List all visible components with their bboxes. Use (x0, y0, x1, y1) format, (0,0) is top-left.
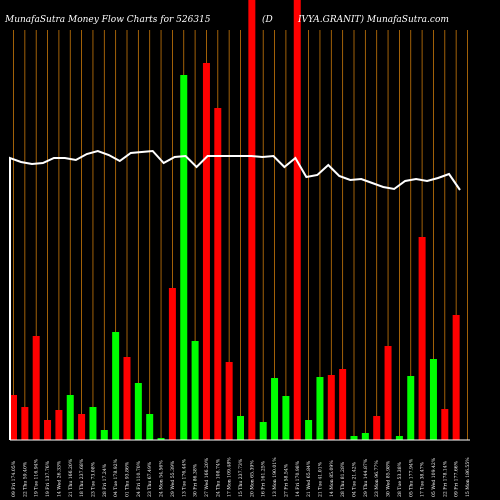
x-tick-label: 09 Fri 174.05% (11, 460, 17, 497)
money-flow-bar (452, 315, 460, 440)
money-flow-bar (248, 0, 256, 440)
x-tick-label: 21 Thu 166.20% (68, 458, 74, 497)
money-flow-bar (316, 377, 324, 440)
grid-lines (13, 30, 468, 440)
x-tick-label: 24 Thu 108.74% (215, 458, 221, 497)
x-tick-label: 22 Thu 59.40% (22, 461, 28, 497)
chart-title-right: IVYA.GRANIT) MunafaSutra.com (297, 14, 449, 25)
money-flow-bar (10, 395, 17, 440)
money-flow-bar (112, 332, 120, 440)
money-flow-bar (21, 407, 29, 440)
money-flow-bar (191, 341, 199, 440)
x-tick-label: 28 Fri 17.24% (102, 463, 108, 497)
x-tick-label: 17 Mon 109.48% (227, 457, 233, 497)
money-flow-bar (271, 378, 279, 440)
money-flow-bar (78, 414, 86, 440)
money-flow-bar (134, 383, 142, 440)
money-flow-bar (429, 359, 437, 440)
money-flow-bar (44, 420, 52, 440)
x-tick-label: 15 Mon 186.55% (465, 457, 471, 497)
x-tick-label: 13 Tue 176.44% (181, 458, 187, 497)
x-tick-label: 30 Fri 86.38% (193, 463, 199, 497)
money-flow-bar (100, 430, 108, 440)
money-flow-bar (305, 420, 313, 440)
money-flow-bar (55, 410, 63, 440)
money-flow-bar (146, 414, 154, 440)
x-tick-label: 24 Fri 110.70% (136, 460, 142, 497)
x-tick-label: 01 Thu 93.86% (125, 461, 131, 497)
money-flow-bar (225, 362, 233, 440)
money-flow-bar (168, 288, 176, 440)
money-flow-bar (157, 438, 165, 440)
chart-title-left: MunafaSutra Money Flow Charts for 526315 (4, 15, 211, 25)
x-tick-label: 29 Thu 144.87% (363, 458, 369, 497)
money-flow-bar (123, 357, 131, 440)
bar-series (10, 0, 460, 440)
money-flow-bar (407, 376, 415, 440)
x-tick-label: 09 Fri 177.66% (454, 460, 460, 497)
money-flow-bar (373, 416, 381, 440)
x-tick-label: 27 Fri 58.54% (283, 463, 289, 497)
x-tick-label: 14 Mon 85.09% (329, 460, 335, 497)
money-flow-bar (327, 375, 335, 440)
x-tick-label: 04 Tue 21.42% (352, 461, 358, 497)
x-tick-label: 29 Wed 55.39% (170, 460, 176, 497)
x-tick-label: 15 Thu 237.73% (238, 458, 244, 497)
chart-title-mid: (D (262, 14, 273, 25)
x-tick-label: 23 Thu 67.49% (147, 461, 153, 497)
money-flow-bar (237, 416, 244, 440)
x-tick-label: 28 Thu 81.28% (340, 461, 346, 497)
x-tick-label: 14 Fri 170.98% (295, 460, 301, 497)
money-flow-bar (339, 369, 347, 440)
x-tick-label: 17 Tue 38.47% (420, 461, 426, 497)
money-flow-bar (202, 63, 210, 440)
money-flow-bar (32, 336, 40, 440)
money-flow-bar (361, 433, 369, 440)
x-tick-label: 22 Fri 178.14% (442, 460, 448, 497)
x-tick-label: 30 Wed 85.98% (386, 460, 392, 497)
x-tick-label: 19 Fri 137.76% (45, 460, 51, 497)
x-tick-label: 24 Mon 54.56% (159, 460, 165, 497)
x-tick-label: 20 Mon 65.39% (249, 460, 255, 497)
x-tick-label: 21 Wed 65.84% (306, 460, 312, 497)
x-tick-label: 14 Wed 26.33% (56, 460, 62, 497)
x-tick-labels: 09 Fri 174.05% 22 Thu 59.40% 19 Tue 116.94… (11, 457, 471, 497)
money-flow-bar (350, 436, 358, 440)
money-flow-bar (214, 108, 222, 440)
x-tick-label: 16 Fri 161.25% (261, 460, 267, 497)
x-tick-label: 05 Wed 109.42% (431, 457, 437, 497)
money-flow-bar (66, 395, 74, 440)
x-tick-label: 23 Mon 96.77% (374, 460, 380, 497)
money-flow-bar (293, 0, 301, 440)
money-flow-bar (282, 396, 290, 440)
money-flow-bar (418, 237, 426, 440)
x-tick-label: 21 Tue 41.01% (317, 461, 323, 497)
x-tick-label: 18 Thu 237.68% (79, 458, 85, 497)
x-tick-label: 19 Tue 116.94% (34, 458, 40, 497)
money-flow-bar (89, 407, 97, 440)
x-tick-label: 13 Mon 190.01% (272, 457, 278, 497)
money-flow-bar (395, 436, 403, 440)
money-flow-bar (180, 75, 188, 440)
x-tick-label: 27 Wed 166.20% (204, 457, 210, 497)
money-flow-bar (384, 346, 392, 440)
x-tick-label: 04 Tue 178.92% (113, 458, 119, 497)
x-tick-label: 23 Tue 73.08% (90, 461, 96, 497)
x-tick-label: 05 Thu 177.94% (408, 458, 414, 497)
money-flow-bar (259, 422, 267, 440)
x-tick-label: 28 Tue 53.38% (397, 461, 403, 497)
flow-line (9, 149, 461, 440)
money-flow-bar (441, 409, 449, 440)
